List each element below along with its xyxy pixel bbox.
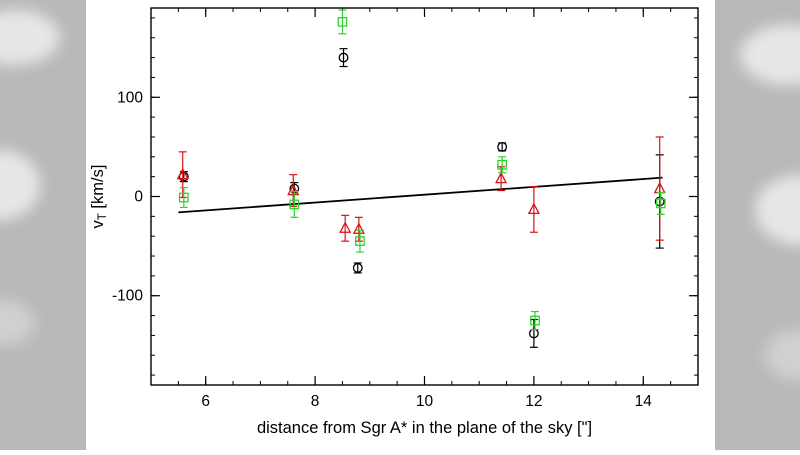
data-point-triangle: [352, 222, 365, 234]
x-tick-label: 14: [635, 393, 653, 410]
data-point-triangle: [339, 221, 352, 233]
y-tick-label: 0: [134, 189, 143, 206]
series-black-circles: [178, 48, 665, 348]
data-point-circle: [352, 262, 363, 273]
backdrop-blob: [0, 10, 60, 65]
backdrop-blob: [755, 175, 800, 245]
y-tick-label: -100: [112, 288, 143, 305]
x-tick-label: 8: [311, 393, 320, 410]
axes-frame: [150, 7, 699, 386]
data-point-square: [497, 159, 508, 170]
data-point-square: [289, 199, 300, 210]
data-point-square: [337, 17, 348, 27]
x-axis-ticks: 6 8 10 12 14: [177, 8, 672, 410]
data-point-circle: [497, 141, 508, 152]
backdrop-blob: [0, 300, 35, 345]
x-tick-label: 6: [201, 393, 210, 410]
data-point-square: [655, 198, 666, 209]
figure-area: 6 8 10 12 14 -100 0 100 distance from Sgr A* in …: [86, 0, 715, 450]
right-backdrop: [715, 0, 800, 450]
backdrop-blob: [740, 25, 800, 85]
backdrop-blob: [0, 150, 40, 220]
data-point-triangle: [527, 202, 540, 215]
data-point-triangle: [495, 171, 508, 184]
y-axis-ticks: -100 0 100: [112, 17, 698, 376]
series-red-triangles: [176, 136, 666, 242]
data-point-triangle: [287, 183, 300, 196]
data-point-circle: [338, 52, 349, 63]
x-tick-label: 12: [525, 393, 542, 410]
data-point-square: [355, 236, 365, 246]
data-point-square: [178, 192, 189, 203]
plot-svg: 6 8 10 12 14 -100 0 100 distance from Sgr A* in …: [89, 7, 699, 437]
left-backdrop: [0, 0, 86, 450]
data-point-square: [530, 315, 540, 326]
fit-line: [178, 176, 663, 214]
backdrop-blob: [765, 330, 800, 380]
y-axis-title: vT [km/s]: [89, 165, 109, 229]
data-point-triangle: [176, 167, 189, 180]
x-tick-label: 10: [416, 393, 434, 410]
series-green-squares: [178, 9, 666, 331]
y-tick-label: 100: [117, 89, 143, 106]
x-axis-title: distance from Sgr A* in the plane of the…: [257, 419, 592, 437]
